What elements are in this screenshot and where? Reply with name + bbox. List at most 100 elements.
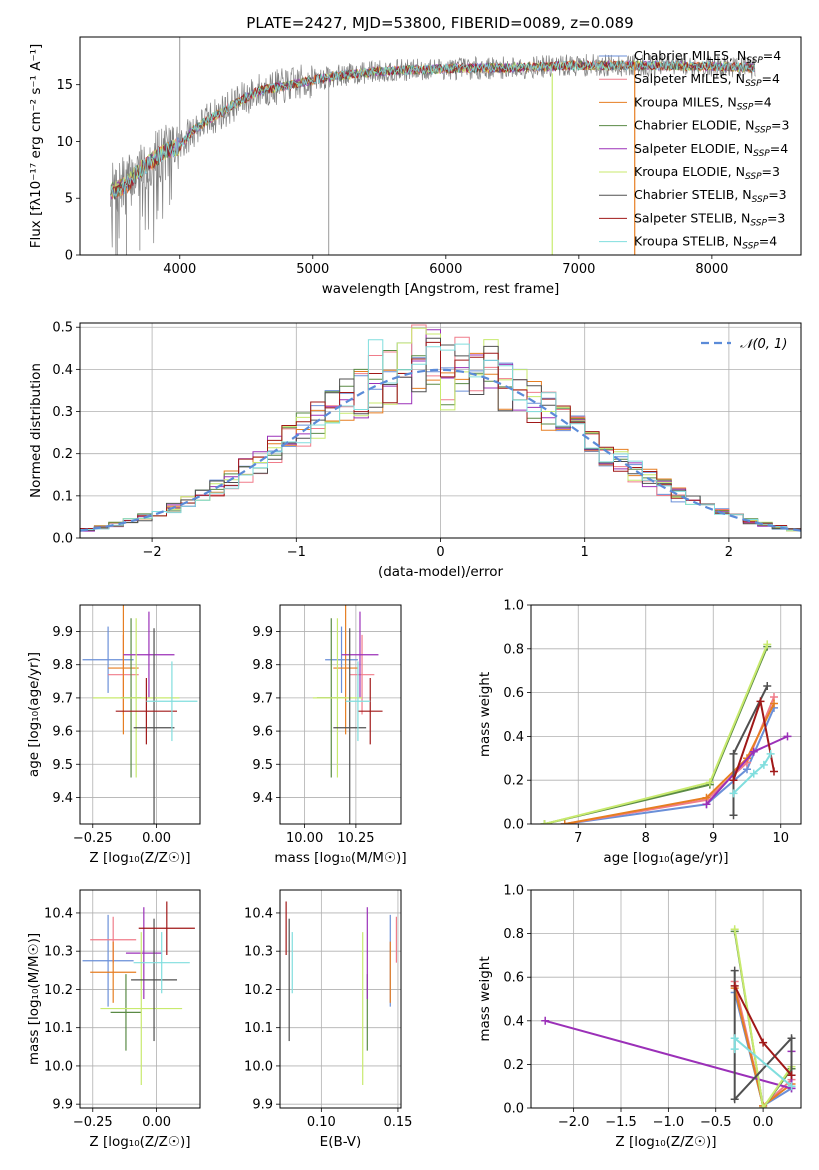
weight-marker [783, 732, 792, 741]
weight-marker [705, 778, 714, 787]
plot-area [110, 37, 756, 255]
weight-marker [756, 697, 765, 706]
x-tick-label: 8 [642, 831, 650, 846]
y-tick-label: 0.2 [503, 774, 524, 789]
x-tick-label: −0.25 [73, 831, 113, 846]
legend-label-text: Salpeter MILES, N [634, 71, 745, 86]
y-axis-label: mass weight [477, 672, 493, 757]
legend-label-suffix: =4 [759, 234, 777, 249]
plot-area [82, 901, 195, 1086]
x-axis-label: age [log₁₀(age/yr)] [603, 850, 728, 866]
legend-label-text: Chabrier MILES, N [634, 48, 746, 63]
mass-vs-ebv-panel: 0.10 0.15 9.9 10.0 10.1 10.2 10.3 10.4 E(B-V) [244, 889, 412, 1150]
legend-label-subscript: SSP [737, 102, 754, 112]
y-tick-label: 9.5 [252, 758, 273, 773]
y-tick-label: 9.8 [252, 658, 273, 673]
legend-label: Kroupa STELIB, NSSP=4 [634, 234, 777, 252]
x-tick-label: 7 [574, 831, 582, 846]
legend-label-text: Salpeter ELODIE, N [634, 141, 753, 156]
y-tick-label: 9.9 [252, 1098, 273, 1113]
x-tick-label: 7000 [562, 262, 595, 277]
plot-area [540, 640, 792, 824]
legend-label-suffix: =4 [763, 48, 781, 63]
legend-label-text: Chabrier STELIB, N [634, 187, 752, 202]
x-tick-label: 0 [436, 545, 444, 560]
y-tick-label: 1.0 [503, 884, 524, 899]
x-tick-label: 10 [772, 831, 789, 846]
x-tick-label: 4000 [163, 262, 196, 277]
weight-line [564, 703, 775, 824]
x-axis-label: Z [log₁₀(Z/Z☉)] [615, 1134, 716, 1150]
weight-marker [763, 682, 772, 691]
weight-marker [729, 776, 738, 785]
x-tick-label: 9 [709, 831, 717, 846]
y-tick-label: 0.6 [503, 686, 524, 701]
residual-histogram-step [80, 339, 801, 533]
weight-marker [787, 1082, 796, 1091]
grid-lines [80, 605, 200, 824]
legend-label: Chabrier ELODIE, NSSP=3 [634, 118, 789, 136]
legend: 𝒩(0, 1) [701, 337, 787, 352]
legend-label-subscript: SSP [745, 172, 762, 182]
weight-marker [729, 811, 738, 820]
weight-marker [730, 1095, 739, 1104]
y-tick-label: 0.6 [503, 971, 524, 986]
y-tick-label: 1.0 [503, 599, 524, 614]
legend-label-subscript: SSP [745, 79, 762, 89]
y-axis-label: mass weight [477, 956, 493, 1041]
x-tick-label: 8000 [695, 262, 728, 277]
y-tick-label: 10.3 [44, 945, 73, 960]
x-tick-label: 0.10 [307, 1115, 336, 1130]
y-tick-label: 10.4 [44, 906, 73, 921]
x-axis-label: E(B-V) [320, 1134, 362, 1150]
weight-line [732, 753, 772, 795]
y-tick-label: 5 [65, 192, 73, 207]
weight-vs-age-panel: 7 8 9 10 0.0 0.2 0.4 0.6 0.8 1.0 age [log₁₀(age/yr… [477, 599, 802, 866]
weight-marker [560, 820, 569, 824]
y-axis-label: Normed distribution [28, 363, 44, 498]
y-tick-label: 9.8 [52, 658, 73, 673]
legend-label-text: Kroupa STELIB, N [634, 234, 742, 249]
legend-label: Kroupa ELODIE, NSSP=3 [634, 164, 780, 182]
grid-lines [280, 605, 401, 824]
y-tick-label: 9.9 [52, 625, 73, 640]
x-tick-label: −0.25 [73, 1115, 113, 1130]
y-tick-label: 0 [65, 249, 73, 264]
spectrum-panel: 4000 5000 6000 7000 8000 0 5 10 15 wavelength [An… [28, 36, 802, 297]
legend-label: Kroupa MILES, NSSP=4 [634, 94, 772, 112]
weight-marker [759, 1038, 768, 1047]
legend-label-text: Chabrier ELODIE, N [634, 118, 754, 133]
weight-line [733, 929, 793, 1108]
weight-marker [749, 769, 758, 778]
weight-vs-metallicity-panel: −2.0 −1.5 −1.0 −0.5 0.0 0.0 0.2 0.4 0.6 0.8 1.0 Z [… [477, 884, 802, 1150]
x-tick-label: 0.00 [142, 831, 171, 846]
y-tick-label: 9.4 [252, 791, 273, 806]
legend-label-suffix: =3 [767, 210, 785, 225]
plot-frame [79, 889, 201, 1109]
weight-marker [729, 749, 738, 758]
legend-label-suffix: =4 [753, 94, 771, 109]
legend-label: Chabrier STELIB, NSSP=3 [634, 187, 787, 205]
y-tick-label: 0.0 [503, 1102, 524, 1117]
y-tick-label: 0.4 [503, 1014, 524, 1029]
x-tick-label: 0.00 [142, 1115, 171, 1130]
plot-frame [279, 604, 402, 825]
y-tick-label: 0.3 [52, 405, 73, 420]
weight-marker [541, 1016, 550, 1025]
weight-marker [749, 747, 758, 756]
y-tick-label: 0.4 [52, 363, 73, 378]
weight-marker [770, 699, 778, 708]
y-tick-label: 10.1 [244, 1021, 273, 1036]
grid-lines [80, 890, 200, 1108]
y-tick-label: 0.4 [503, 730, 524, 745]
legend-label: Chabrier MILES, NSSP=4 [634, 48, 781, 66]
weight-marker [787, 1034, 796, 1043]
x-tick-label: −2.0 [558, 1115, 590, 1130]
y-axis-label: mass [log₁₀(M/M☉)] [26, 933, 42, 1065]
x-tick-label: 5000 [296, 262, 329, 277]
legend-label-subscript: SSP [742, 242, 759, 252]
x-tick-label: −2 [143, 545, 162, 560]
weight-marker [730, 1045, 739, 1054]
plot-area [285, 901, 398, 1086]
weight-marker [702, 800, 711, 809]
